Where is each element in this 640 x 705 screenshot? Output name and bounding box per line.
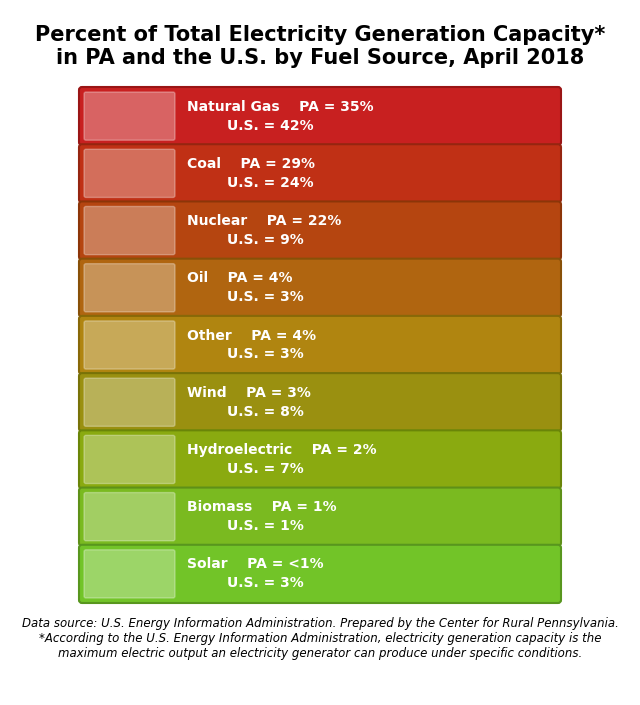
Text: U.S. = 24%: U.S. = 24% [227,176,314,190]
Text: Natural Gas    PA = 35%: Natural Gas PA = 35% [187,99,374,114]
FancyBboxPatch shape [84,207,175,255]
Text: U.S. = 42%: U.S. = 42% [227,118,314,133]
FancyBboxPatch shape [84,149,175,197]
FancyBboxPatch shape [79,202,561,259]
FancyBboxPatch shape [79,488,561,546]
FancyBboxPatch shape [84,435,175,484]
Text: U.S. = 1%: U.S. = 1% [227,519,304,533]
FancyBboxPatch shape [84,264,175,312]
Text: Hydroelectric    PA = 2%: Hydroelectric PA = 2% [187,443,376,457]
FancyBboxPatch shape [79,430,561,489]
Text: Biomass    PA = 1%: Biomass PA = 1% [187,501,337,514]
FancyBboxPatch shape [84,321,175,369]
Text: Oil    PA = 4%: Oil PA = 4% [187,271,292,286]
FancyBboxPatch shape [79,373,561,431]
Text: Percent of Total Electricity Generation Capacity*
in PA and the U.S. by Fuel Sou: Percent of Total Electricity Generation … [35,25,605,68]
Text: Data source: U.S. Energy Information Administration. Prepared by the Center for : Data source: U.S. Energy Information Adm… [22,617,618,660]
FancyBboxPatch shape [79,545,561,603]
Text: Solar    PA = <1%: Solar PA = <1% [187,558,324,572]
FancyBboxPatch shape [79,259,561,317]
Text: Coal    PA = 29%: Coal PA = 29% [187,157,315,171]
Text: U.S. = 3%: U.S. = 3% [227,348,304,362]
FancyBboxPatch shape [84,550,175,598]
FancyBboxPatch shape [84,493,175,541]
FancyBboxPatch shape [79,145,561,202]
FancyBboxPatch shape [79,316,561,374]
Text: U.S. = 3%: U.S. = 3% [227,576,304,590]
FancyBboxPatch shape [79,87,561,145]
FancyBboxPatch shape [84,378,175,427]
Text: Other    PA = 4%: Other PA = 4% [187,329,316,343]
FancyBboxPatch shape [84,92,175,140]
Text: Nuclear    PA = 22%: Nuclear PA = 22% [187,214,341,228]
Text: U.S. = 3%: U.S. = 3% [227,290,304,304]
Text: Wind    PA = 3%: Wind PA = 3% [187,386,311,400]
Text: U.S. = 9%: U.S. = 9% [227,233,304,247]
Text: U.S. = 8%: U.S. = 8% [227,405,304,419]
Text: U.S. = 7%: U.S. = 7% [227,462,304,476]
